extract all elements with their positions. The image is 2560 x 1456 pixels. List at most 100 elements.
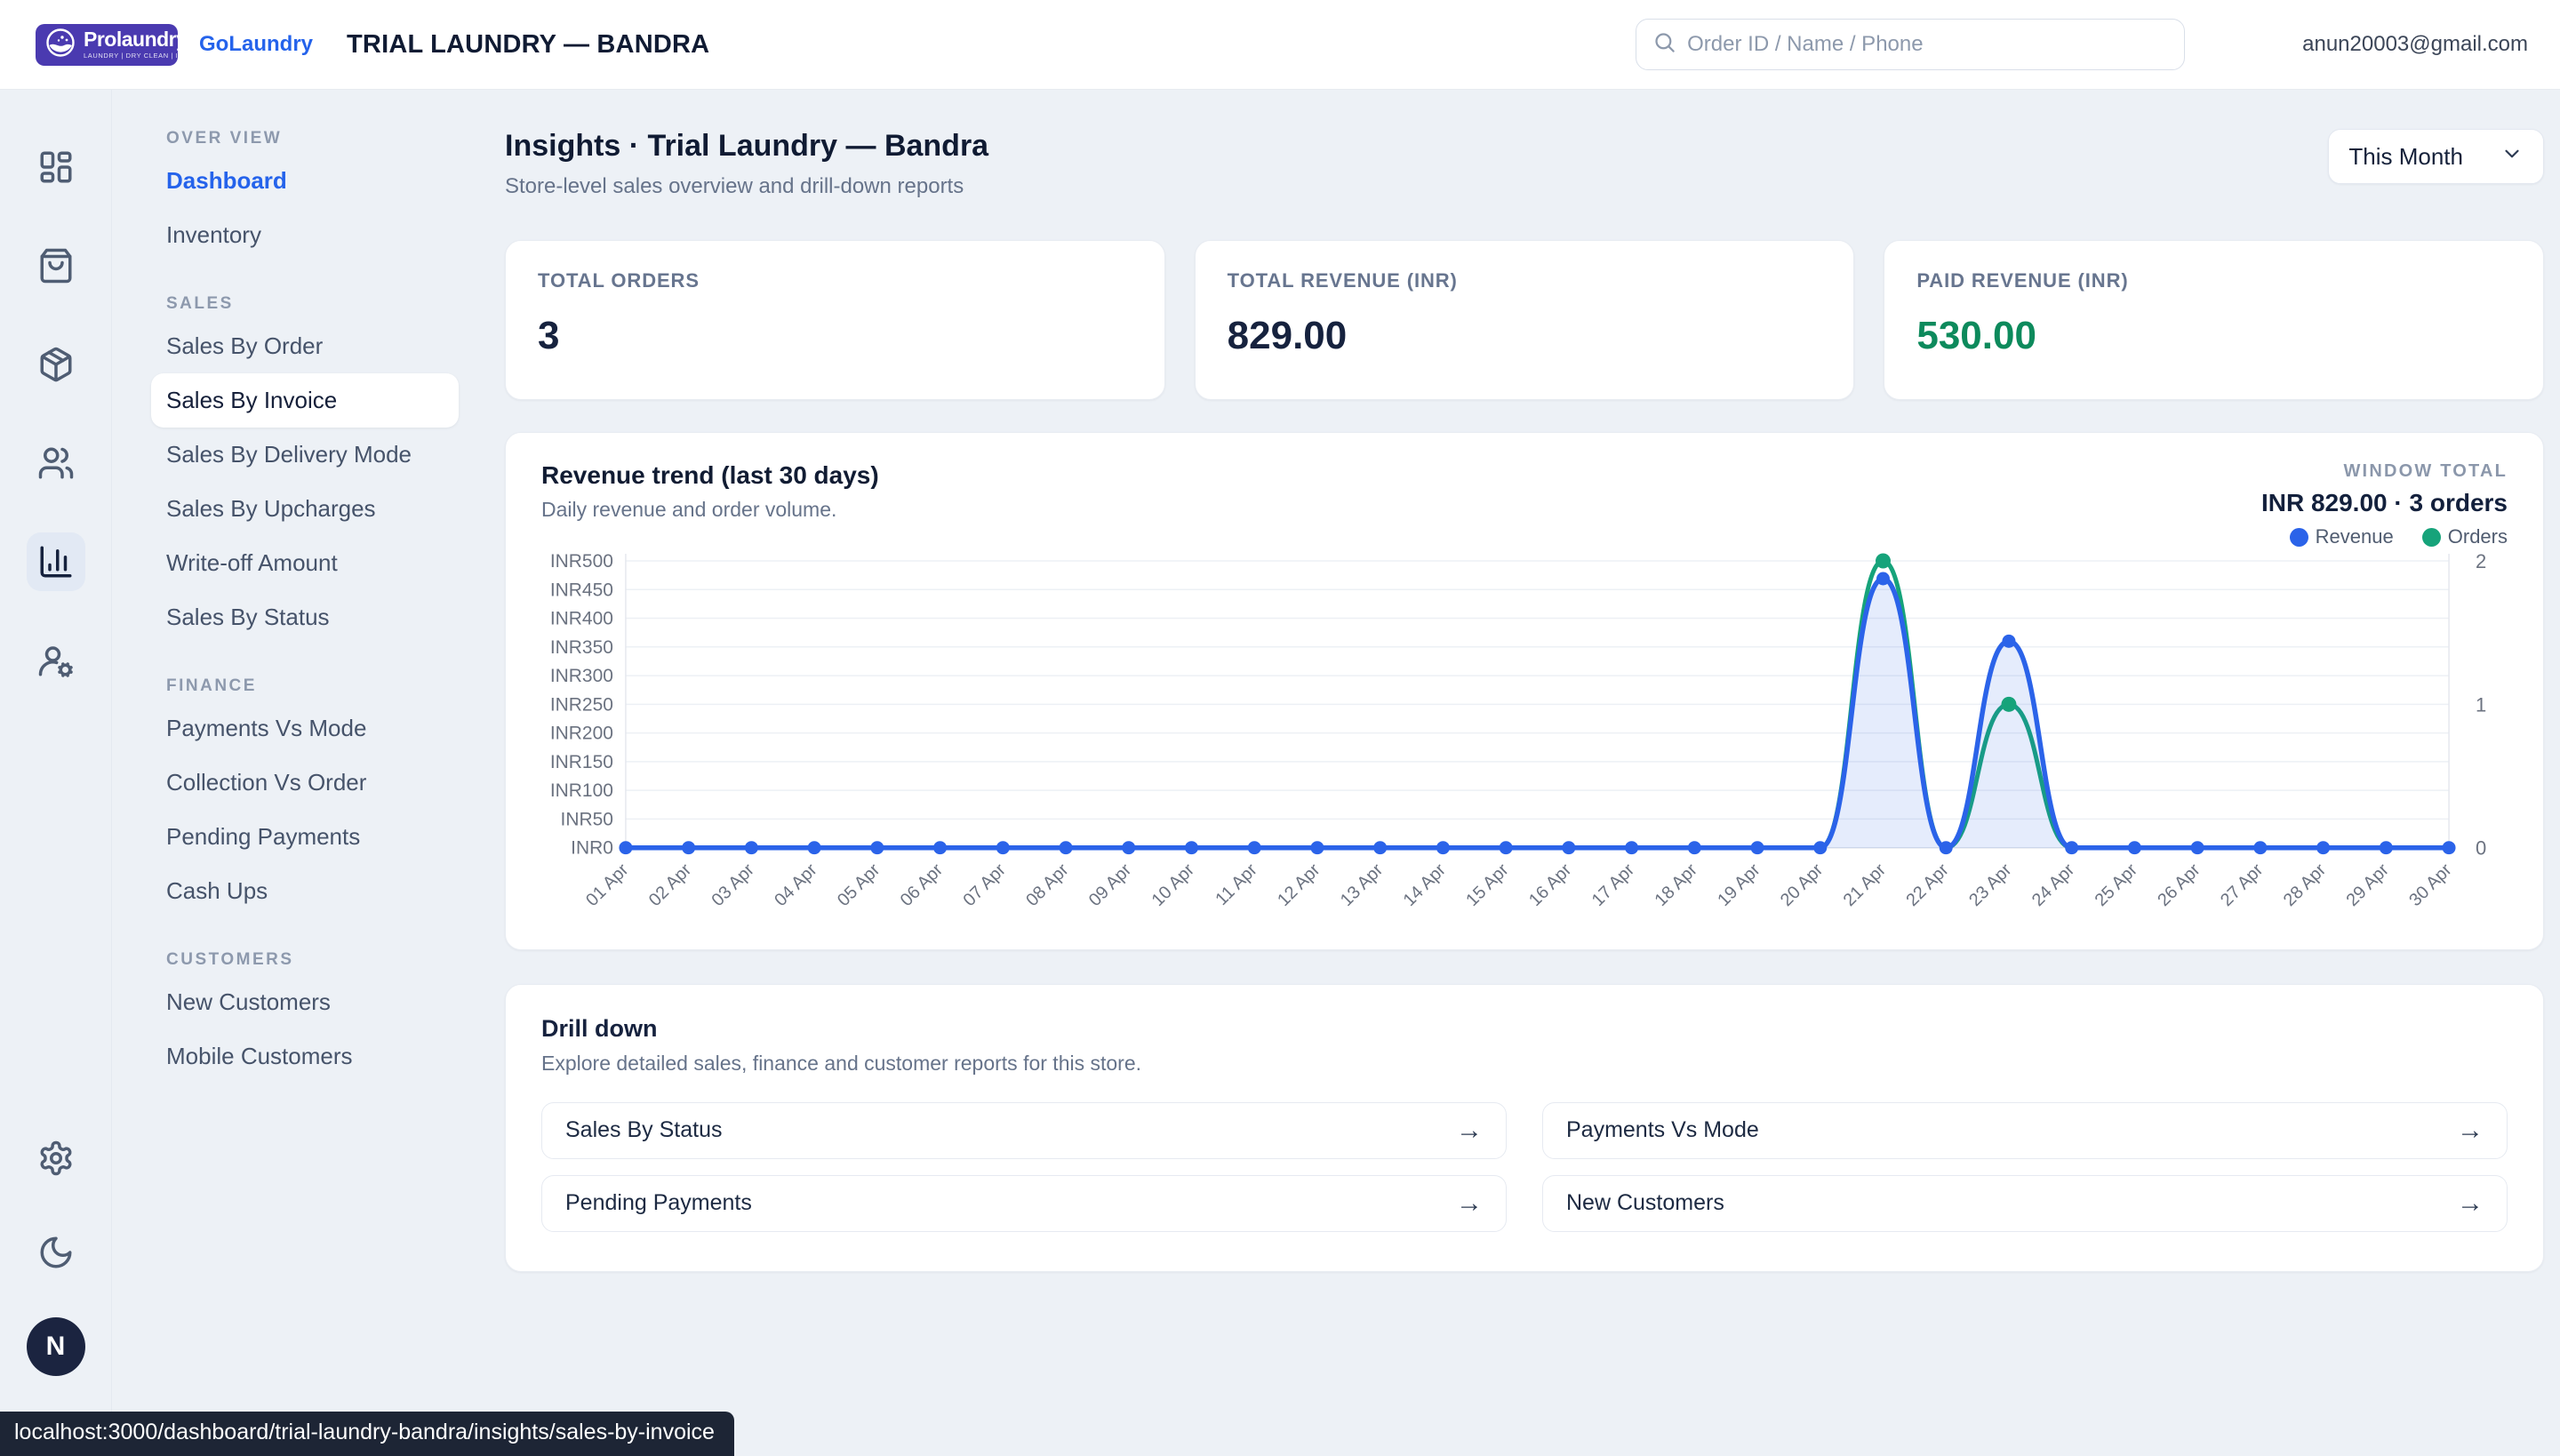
user-avatar[interactable]: N xyxy=(27,1317,85,1376)
section-label: FINANCE xyxy=(166,676,459,696)
stat-value: 3 xyxy=(538,314,1132,358)
section-label: CUSTOMERS xyxy=(166,950,459,970)
search-icon xyxy=(1652,30,1676,59)
page-subtitle: Store-level sales overview and drill-dow… xyxy=(505,174,988,199)
app-name-link[interactable]: GoLaundry xyxy=(199,32,313,57)
settings-gear-icon[interactable] xyxy=(27,1129,85,1188)
sidebar-item-mobile-customers[interactable]: Mobile Customers xyxy=(151,1029,459,1084)
sidebar-item-dashboard[interactable]: Dashboard xyxy=(151,154,459,208)
svg-text:21 Apr: 21 Apr xyxy=(1840,860,1891,910)
sidebar-item-collection-vs-order[interactable]: Collection Vs Order xyxy=(151,756,459,810)
user-email: anun20003@gmail.com xyxy=(2302,32,2528,57)
sidebar-item-pending-payments[interactable]: Pending Payments xyxy=(151,810,459,864)
window-total: WINDOW TOTAL INR 829.00 · 3 orders xyxy=(2261,461,2508,517)
period-select[interactable]: This Month xyxy=(2328,129,2544,184)
sidebar-item-payments-vs-mode[interactable]: Payments Vs Mode xyxy=(151,701,459,756)
sidebar-item-sales-by-upcharges[interactable]: Sales By Upcharges xyxy=(151,482,459,536)
package-icon[interactable] xyxy=(27,335,85,394)
svg-text:09 Apr: 09 Apr xyxy=(1085,860,1136,910)
svg-text:2: 2 xyxy=(2476,550,2486,572)
legend-dot-orders xyxy=(2422,528,2441,547)
chart-title: Revenue trend (last 30 days) xyxy=(541,461,879,490)
section-label: OVER VIEW xyxy=(166,129,459,148)
shopping-bag-icon[interactable] xyxy=(27,236,85,295)
window-total-label: WINDOW TOTAL xyxy=(2261,461,2508,482)
svg-text:INR0: INR0 xyxy=(571,838,613,859)
sidebar-item-sales-by-status[interactable]: Sales By Status xyxy=(151,590,459,644)
drill-link-new-customers[interactable]: New Customers→ xyxy=(1542,1175,2508,1232)
svg-text:INR300: INR300 xyxy=(550,666,613,686)
svg-text:19 Apr: 19 Apr xyxy=(1714,860,1764,910)
chart-subtitle: Daily revenue and order volume. xyxy=(541,498,879,522)
svg-text:1: 1 xyxy=(2476,693,2486,716)
moon-icon[interactable] xyxy=(27,1223,85,1282)
svg-text:06 Apr: 06 Apr xyxy=(897,860,948,910)
sidebar: OVER VIEW Dashboard Inventory SALES Sale… xyxy=(112,90,462,1456)
svg-text:10 Apr: 10 Apr xyxy=(1148,860,1199,910)
stat-card-total-orders: TOTAL ORDERS 3 xyxy=(505,240,1165,400)
logo-brand: Prolaundry™ xyxy=(84,29,208,50)
svg-text:29 Apr: 29 Apr xyxy=(2342,860,2393,910)
legend-dot-revenue xyxy=(2290,528,2308,547)
svg-text:INR400: INR400 xyxy=(550,609,613,629)
svg-text:INR150: INR150 xyxy=(550,752,613,772)
svg-text:15 Apr: 15 Apr xyxy=(1462,860,1513,910)
sidebar-item-cash-ups[interactable]: Cash Ups xyxy=(151,864,459,918)
svg-text:24 Apr: 24 Apr xyxy=(2028,860,2079,910)
sidebar-item-sales-by-invoice[interactable]: Sales By Invoice xyxy=(151,373,459,428)
stat-label: PAID REVENUE (INR) xyxy=(1916,269,2511,292)
dashboard-grid-icon[interactable] xyxy=(27,138,85,196)
svg-text:03 Apr: 03 Apr xyxy=(708,860,759,910)
arrow-right-icon: → xyxy=(1456,1117,1483,1144)
drill-link-pending-payments[interactable]: Pending Payments→ xyxy=(541,1175,1507,1232)
svg-text:02 Apr: 02 Apr xyxy=(645,860,696,910)
top-header: Prolaundry™ LAUNDRY | DRY CLEAN | IRONIN… xyxy=(0,0,2560,90)
svg-text:17 Apr: 17 Apr xyxy=(1588,860,1639,910)
svg-text:08 Apr: 08 Apr xyxy=(1022,860,1073,910)
stat-card-total-revenue: TOTAL REVENUE (INR) 829.00 xyxy=(1195,240,1855,400)
drill-link-sales-by-status[interactable]: Sales By Status→ xyxy=(541,1102,1507,1159)
svg-text:INR500: INR500 xyxy=(550,551,613,572)
logo-tagline: LAUNDRY | DRY CLEAN | IRONING xyxy=(84,52,208,60)
section-label: SALES xyxy=(166,294,459,314)
drill-down-subtitle: Explore detailed sales, finance and cust… xyxy=(541,1052,2508,1076)
sidebar-item-inventory[interactable]: Inventory xyxy=(151,208,459,262)
svg-text:01 Apr: 01 Apr xyxy=(582,860,633,910)
sidebar-item-sales-by-order[interactable]: Sales By Order xyxy=(151,319,459,373)
svg-text:INR350: INR350 xyxy=(550,637,613,658)
sidebar-section-finance: FINANCE Payments Vs Mode Collection Vs O… xyxy=(151,676,459,918)
svg-text:28 Apr: 28 Apr xyxy=(2280,860,2331,910)
prolaundry-logo[interactable]: Prolaundry™ LAUNDRY | DRY CLEAN | IRONIN… xyxy=(36,24,178,66)
bar-chart-icon[interactable] xyxy=(27,532,85,591)
washer-icon xyxy=(44,27,76,63)
arrow-right-icon: → xyxy=(1456,1190,1483,1217)
svg-text:INR50: INR50 xyxy=(560,809,612,829)
svg-text:INR200: INR200 xyxy=(550,724,613,744)
store-title: TRIAL LAUNDRY — BANDRA xyxy=(347,30,709,60)
svg-text:INR450: INR450 xyxy=(550,580,613,600)
sidebar-section-customers: CUSTOMERS New Customers Mobile Customers xyxy=(151,950,459,1084)
svg-text:27 Apr: 27 Apr xyxy=(2217,860,2268,910)
sidebar-item-new-customers[interactable]: New Customers xyxy=(151,975,459,1029)
users-icon[interactable] xyxy=(27,434,85,492)
drill-down-title: Drill down xyxy=(541,1015,2508,1043)
svg-text:12 Apr: 12 Apr xyxy=(1274,860,1324,910)
svg-text:07 Apr: 07 Apr xyxy=(959,860,1010,910)
arrow-right-icon: → xyxy=(2457,1117,2484,1144)
sidebar-item-write-off-amount[interactable]: Write-off Amount xyxy=(151,536,459,590)
svg-text:0: 0 xyxy=(2476,837,2486,860)
global-search-input[interactable] xyxy=(1687,32,2168,57)
sidebar-section-sales: SALES Sales By Order Sales By Invoice Sa… xyxy=(151,294,459,644)
user-cog-icon[interactable] xyxy=(27,631,85,690)
revenue-trend-card: Revenue trend (last 30 days) Daily reven… xyxy=(505,432,2544,950)
svg-text:04 Apr: 04 Apr xyxy=(771,860,821,910)
sidebar-item-sales-by-delivery-mode[interactable]: Sales By Delivery Mode xyxy=(151,428,459,482)
drill-link-payments-vs-mode[interactable]: Payments Vs Mode→ xyxy=(1542,1102,2508,1159)
svg-text:26 Apr: 26 Apr xyxy=(2154,860,2204,910)
svg-text:20 Apr: 20 Apr xyxy=(1777,860,1828,910)
svg-text:INR250: INR250 xyxy=(550,694,613,715)
svg-text:25 Apr: 25 Apr xyxy=(2092,860,2142,910)
status-url-bar: localhost:3000/dashboard/trial-laundry-b… xyxy=(0,1412,734,1456)
search-box[interactable] xyxy=(1636,19,2185,70)
svg-text:13 Apr: 13 Apr xyxy=(1337,860,1388,910)
